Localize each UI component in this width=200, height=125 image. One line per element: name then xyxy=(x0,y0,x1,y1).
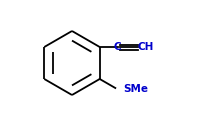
Text: SMe: SMe xyxy=(123,84,148,94)
Text: C: C xyxy=(113,42,121,52)
Text: CH: CH xyxy=(137,42,153,52)
